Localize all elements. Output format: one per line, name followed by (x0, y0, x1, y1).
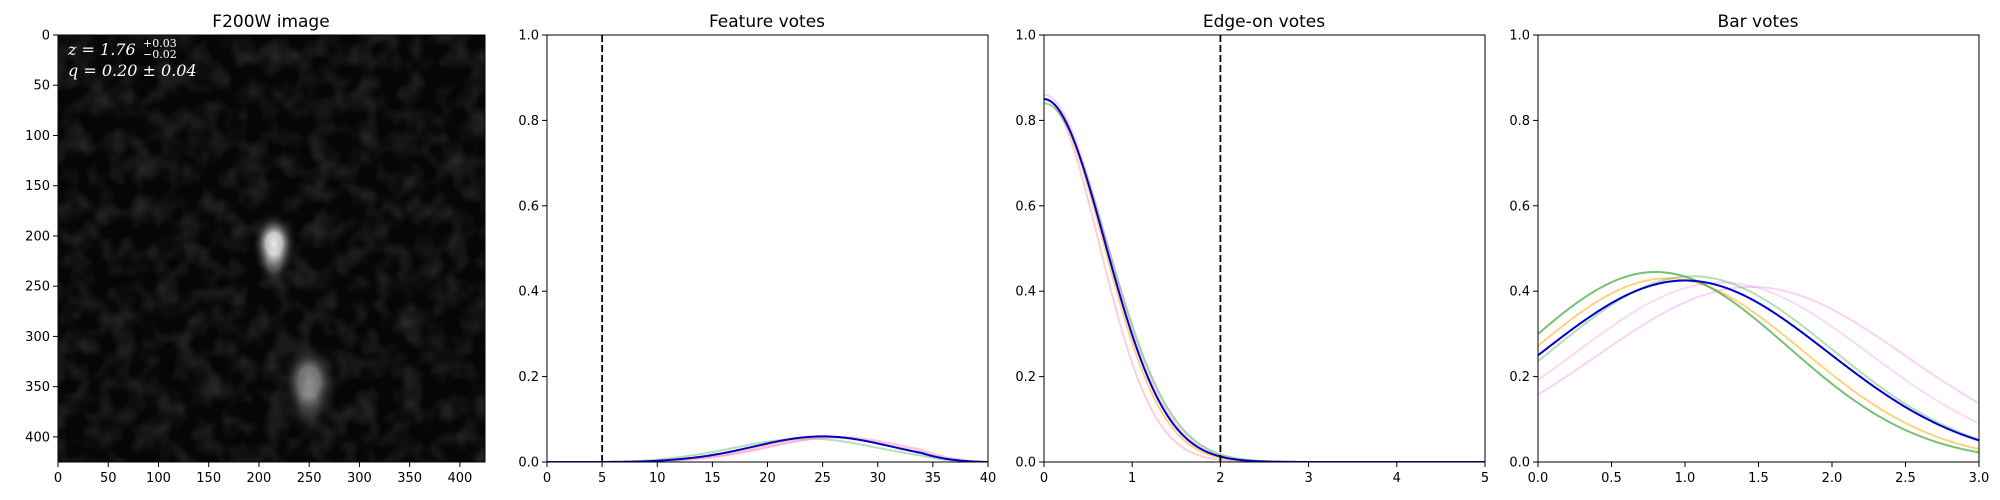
panel-title: Edge-on votes (1203, 12, 1325, 32)
x-tick-label: 3 (1304, 471, 1312, 486)
series-line-5 (1044, 98, 1485, 462)
x-tick-label: 0.0 (1528, 471, 1549, 486)
y-tick-label: 1.0 (1015, 29, 1036, 44)
panel-title: Feature votes (709, 12, 825, 32)
x-tick-label: 1 (1128, 471, 1136, 486)
plot-frame (1043, 34, 1486, 463)
x-tick-label: 0.5 (1601, 471, 1622, 486)
image-frame (57, 34, 486, 463)
x-tick-label: 30 (869, 471, 886, 486)
x-tick-label: 0 (1040, 471, 1048, 486)
series-line-3 (1538, 277, 1979, 451)
y-tick-label: 0.4 (1509, 285, 1530, 300)
y-tick-label: 0.0 (518, 456, 539, 471)
y-tick-label: 0.6 (518, 199, 539, 214)
redshift-sub: −0.02 (143, 48, 177, 61)
x-tick-label: 5 (598, 471, 606, 486)
y-tick-label: 0.6 (1015, 199, 1036, 214)
series-line-4 (1538, 275, 1979, 441)
panel-feature-votes: Feature votes 0 5 10 15 20 25 30 35 40 0.0 0.2 0.4 0… (518, 12, 996, 486)
x-tick-label: 3.0 (1969, 471, 1990, 486)
x-tick-label: 35 (925, 471, 942, 486)
x-tick-label: 0 (54, 471, 62, 486)
y-tick-label: 0.2 (1015, 370, 1036, 385)
x-tick-label: 1.5 (1748, 471, 1769, 486)
y-tick-label: 300 (25, 330, 50, 345)
x-tick-label: 10 (649, 471, 666, 486)
panel-title: F200W image (212, 12, 329, 32)
y-tick-label: 0.0 (1509, 456, 1530, 471)
x-tick-label: 200 (247, 471, 272, 486)
y-tick-label: 0.4 (1015, 285, 1036, 300)
y-tick-label: 250 (25, 280, 50, 295)
x-tick-label: 15 (704, 471, 721, 486)
panel-bar-votes: Bar votes 0.0 0.5 1.0 1.5 2.0 2.5 3.0 0.0 0.2 0.4… (1509, 12, 1989, 486)
panel-title: Bar votes (1718, 12, 1799, 32)
series-line-5 (1538, 270, 1979, 454)
y-tick-label: 0.4 (518, 285, 539, 300)
x-tick-label: 2 (1216, 471, 1224, 486)
y-tick-label: 0.8 (518, 114, 539, 129)
x-tick-label: 0 (543, 471, 551, 486)
axis-ratio-label: q = 0.20 ± 0.04 (68, 61, 197, 80)
y-tick-label: 0.8 (1015, 114, 1036, 129)
x-tick-label: 150 (196, 471, 221, 486)
x-tick-label: 1.0 (1675, 471, 1696, 486)
y-tick-label: 100 (25, 129, 50, 144)
plot-frame (546, 34, 989, 463)
y-tick-label: 400 (25, 430, 50, 445)
y-tick-label: 0.0 (1015, 456, 1036, 471)
series-line-1 (1044, 98, 1485, 462)
x-tick-label: 2.5 (1895, 471, 1916, 486)
x-tick-label: 250 (297, 471, 322, 486)
y-tick-label: 0.2 (518, 370, 539, 385)
series-line-4 (1044, 93, 1485, 462)
series-line-1 (1538, 285, 1979, 404)
x-tick-label: 350 (397, 471, 422, 486)
x-tick-label: 40 (980, 471, 997, 486)
y-tick-label: 0.6 (1509, 199, 1530, 214)
galaxy-halo-1 (256, 233, 293, 290)
x-tick-label: 400 (447, 471, 472, 486)
y-tick-label: 0.2 (1509, 370, 1530, 385)
y-tick-label: 0 (42, 29, 50, 44)
y-tick-label: 200 (25, 229, 50, 244)
y-tick-label: 350 (25, 380, 50, 395)
series-line-3 (1044, 102, 1485, 462)
x-tick-label: 20 (759, 471, 776, 486)
y-tick-label: 50 (33, 79, 50, 94)
y-tick-label: 1.0 (518, 29, 539, 44)
series-line-6 (1538, 279, 1979, 442)
panel-image: F200W image 0 50 100 150 200 250 300 350 400 0 50 1… (25, 12, 486, 486)
panel-edge-on-votes: Edge-on votes 0 1 2 3 4 5 0.0 0.2 0.4 0.6 0.8 1.0 (1015, 12, 1489, 486)
plot-frame (1537, 34, 1980, 463)
x-tick-label: 25 (814, 471, 831, 486)
galaxy-halo-2 (285, 368, 333, 443)
x-tick-label: 100 (146, 471, 171, 486)
y-tick-label: 1.0 (1509, 29, 1530, 44)
x-tick-label: 5 (1481, 471, 1489, 486)
redshift-label: z = 1.76 (67, 40, 136, 59)
y-tick-label: 0.8 (1509, 114, 1530, 129)
x-tick-label: 50 (100, 471, 117, 486)
x-tick-label: 4 (1393, 471, 1401, 486)
y-tick-label: 150 (25, 179, 50, 194)
x-tick-label: 300 (347, 471, 372, 486)
series-line-2 (1044, 98, 1485, 462)
redshift-sup: +0.03 (143, 37, 177, 50)
x-tick-label: 2.0 (1822, 471, 1843, 486)
series-line-2 (1538, 281, 1979, 425)
